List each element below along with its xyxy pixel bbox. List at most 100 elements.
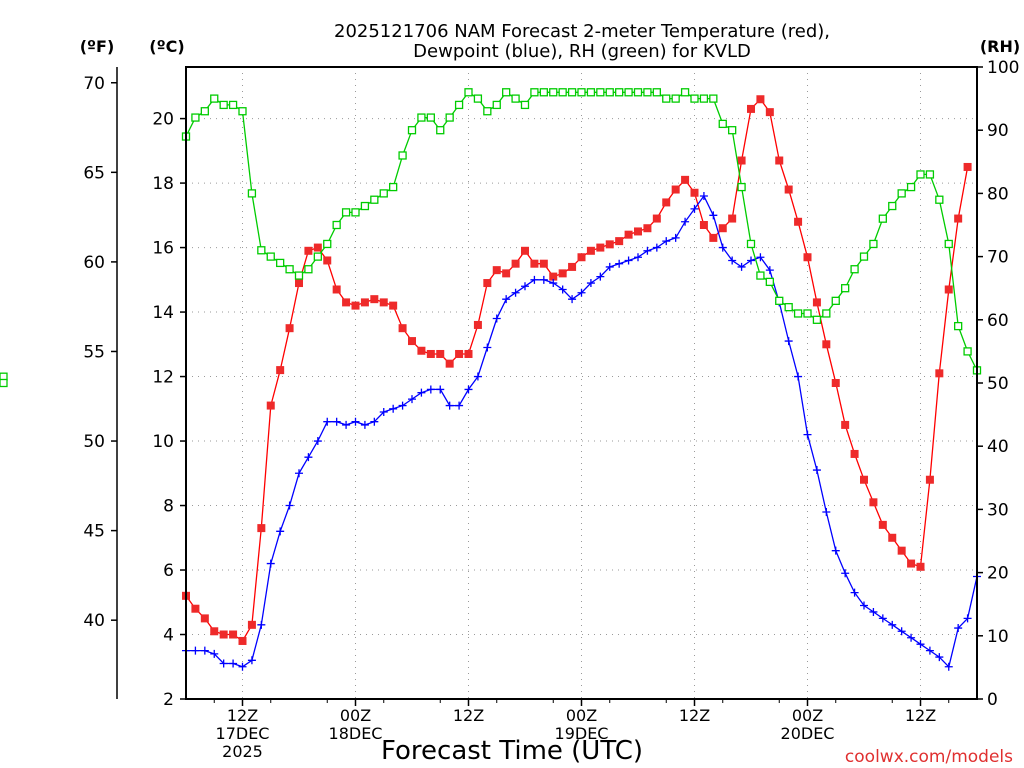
temperature-point [963,162,972,171]
dewpoint-point [615,259,624,268]
celsius-tick-label: 10 [152,432,174,452]
rh-point [313,252,322,261]
dewpoint-point [389,404,398,413]
temperature-point [219,630,228,639]
celsius-tick-label: 14 [152,303,174,323]
temperature-point [784,185,793,194]
temperature-point [530,259,539,268]
rh-tick-label: 100 [987,58,1019,78]
dewpoint-point [200,646,209,655]
tick-labels: 40 45 50 55 60 65 70 2 4 6 8 10 12 14 16 18 20 0 10 20 30 40 5… [83,58,1019,761]
temperature-point [775,156,784,165]
dewpoint-point [765,266,774,275]
fahrenheit-tick-label: 50 [83,432,105,452]
celsius-tick-label: 2 [163,690,174,710]
temperature-point [699,221,708,229]
rh-point [728,126,737,135]
dewpoint-point [379,408,388,417]
temperature-point [897,546,906,555]
dewpoint-point [295,469,303,478]
temperature-point [436,349,445,358]
x-axis-label: Forecast Time (UTC) [381,736,643,766]
celsius-tick-label: 8 [163,497,174,517]
rh-point [963,347,972,356]
dewpoint-point [577,288,586,297]
rh-point [643,88,652,97]
rh-point [549,88,558,97]
fahrenheit-tick-label: 65 [83,163,105,183]
temperature-point [483,279,492,288]
dewpoint-point [850,588,859,597]
fahrenheit-tick-label: 70 [83,74,105,94]
dewpoint-point [304,453,313,462]
celsius-tick-label: 4 [163,626,174,646]
dewpoint-point [728,256,737,265]
dewpoint-point [812,466,821,475]
dewpoint-point [530,275,539,284]
dewpoint-point [276,527,285,536]
x-tick-label: 00Z [566,706,597,725]
temperature-point [257,524,266,533]
fahrenheit-tick-label: 55 [83,342,105,362]
temperature-point [266,401,275,410]
rh-point [737,182,746,192]
dewpoint-point [671,233,680,242]
dewpoint-point [398,401,407,410]
dewpoint-point [831,546,840,555]
rh-point [624,88,633,97]
temperature-point [681,175,690,184]
dewpoint-point [605,262,614,271]
dewpoint-point [257,620,266,629]
dewpoint-point [332,417,341,426]
rh-unit-label: (RH) [980,37,1020,56]
dewpoint-point [586,279,595,288]
dewpoint-point [643,246,652,255]
temperature-point [709,233,718,242]
rh-point [502,88,511,97]
rh-point [370,195,379,204]
rh-tick-label: 70 [987,248,1009,268]
rh-point [426,113,435,122]
rh-point [520,100,530,110]
rh-tick-label: 80 [987,184,1009,204]
temperature-point [954,214,963,223]
rh-point [332,220,341,230]
temperature-point [577,253,586,262]
temperature-point [342,298,351,307]
temperature-point [747,104,755,113]
temperature-point [426,349,435,358]
temperature-point [332,285,341,294]
rh-point [680,88,690,97]
temperature-point [247,620,256,629]
rh-point [285,265,294,274]
rh-point [869,239,878,249]
rh-point [586,88,596,97]
temperature-point [210,627,219,636]
rh-point [916,170,925,179]
dewpoint-point [935,653,944,662]
temperature-point [794,217,803,226]
temperature-point [200,614,209,623]
temperature-point [718,224,727,233]
temperature-point [605,240,614,249]
dewpoint-point [822,507,831,516]
temperature-point [812,298,821,307]
dewpoint-point [784,337,793,346]
temperature-point [671,185,680,194]
temperature-point [756,95,765,104]
dewpoint-point [794,372,803,381]
rh-point [454,100,464,110]
x-tick-label: 17DEC [216,724,270,743]
temperature-point [276,366,285,375]
dewpoint-point [596,272,605,281]
x-tick-label: 19DEC [555,724,609,743]
temperature-point [624,230,633,239]
rh-point [803,309,812,318]
dewpoint-point [511,288,520,297]
dewpoint-point [925,646,934,655]
temperature-point [831,379,840,387]
dewpoint-point [219,659,228,668]
dewpoint-point [869,607,878,616]
dewpoint-point [351,417,360,426]
